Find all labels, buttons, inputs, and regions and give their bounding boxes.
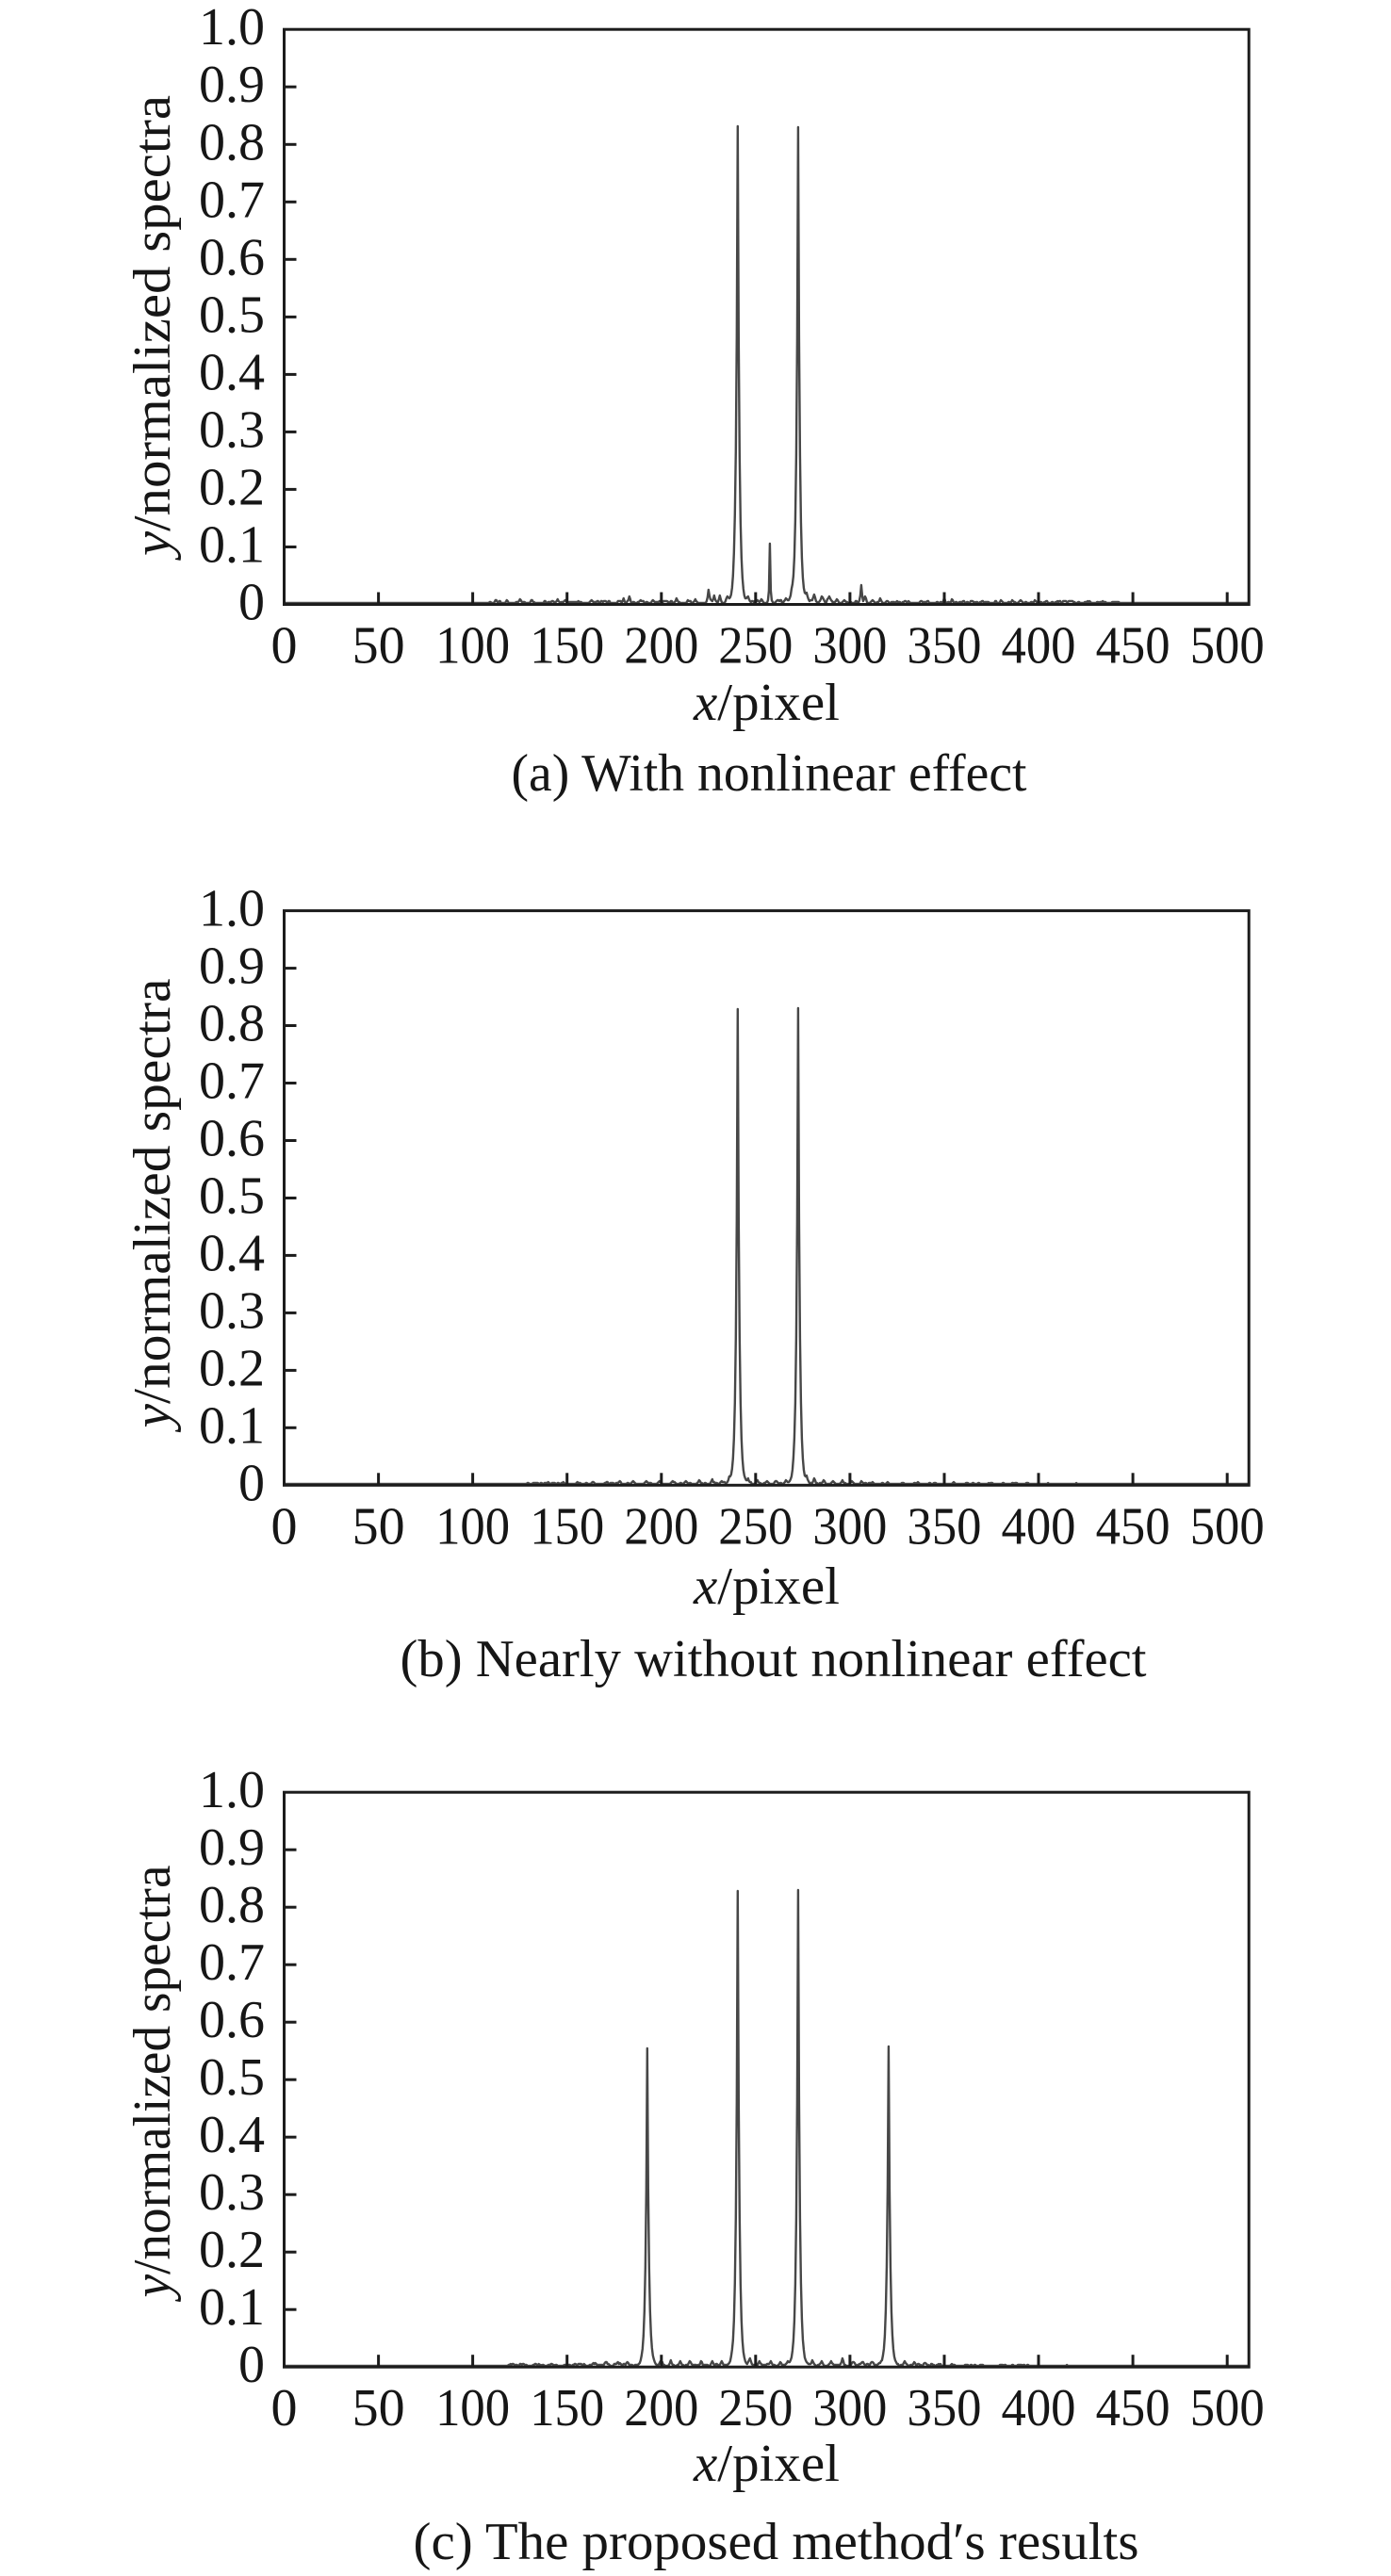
svg-text:(b) Nearly without nonlinear e: (b) Nearly without nonlinear effect [401,1630,1147,1688]
svg-text:0.2: 0.2 [199,1339,265,1397]
svg-text:1.0: 1.0 [199,0,265,57]
svg-text:400: 400 [1002,617,1076,676]
svg-text:200: 200 [624,2379,698,2437]
svg-text:0.9: 0.9 [199,937,265,996]
svg-text:200: 200 [624,1497,698,1556]
svg-text:0.5: 0.5 [199,1166,265,1225]
svg-text:150: 150 [530,617,604,676]
svg-text:(c) The proposed method′s resu: (c) The proposed method′s results [414,2513,1139,2571]
svg-text:0.4: 0.4 [199,1224,265,1282]
svg-text:100: 100 [435,617,510,676]
svg-text:x/pixel: x/pixel [693,674,840,732]
svg-text:0: 0 [271,1497,298,1556]
svg-text:0.1: 0.1 [199,1396,265,1455]
svg-text:100: 100 [435,1497,510,1556]
svg-text:y/normalized spectra: y/normalized spectra [123,95,182,561]
svg-text:0: 0 [271,2379,298,2437]
svg-text:0.1: 0.1 [199,2278,265,2337]
svg-text:0: 0 [271,617,298,676]
svg-text:0.3: 0.3 [199,2163,265,2222]
svg-text:200: 200 [624,617,698,676]
svg-text:300: 300 [812,617,887,676]
svg-text:0.7: 0.7 [199,171,265,229]
svg-text:350: 350 [908,617,982,676]
svg-text:50: 50 [352,1497,405,1556]
svg-text:0.2: 0.2 [199,2221,265,2279]
svg-text:(a) With nonlinear effect: (a) With nonlinear effect [512,744,1027,803]
svg-text:300: 300 [812,2379,887,2437]
svg-text:250: 250 [718,2379,793,2437]
svg-text:450: 450 [1096,1497,1170,1556]
svg-text:x/pixel: x/pixel [693,2435,840,2493]
svg-text:450: 450 [1096,617,1170,676]
svg-text:1.0: 1.0 [199,1761,265,1819]
svg-text:0.6: 0.6 [199,1109,265,1167]
svg-text:300: 300 [812,1497,887,1556]
svg-text:0.7: 0.7 [199,1052,265,1111]
svg-text:0.3: 0.3 [199,400,265,459]
svg-text:450: 450 [1096,2379,1170,2437]
svg-text:0: 0 [238,2336,265,2394]
svg-text:500: 500 [1190,617,1265,676]
svg-text:400: 400 [1002,2379,1076,2437]
svg-text:500: 500 [1190,2379,1265,2437]
svg-text:350: 350 [908,1497,982,1556]
svg-text:0.8: 0.8 [199,1876,265,1934]
svg-text:0.6: 0.6 [199,1991,265,2049]
svg-text:0.9: 0.9 [199,1818,265,1877]
svg-text:150: 150 [530,1497,604,1556]
svg-text:y/normalized spectra: y/normalized spectra [123,978,182,1432]
svg-text:350: 350 [908,2379,982,2437]
svg-text:0.9: 0.9 [199,56,265,114]
svg-text:0.5: 0.5 [199,2048,265,2107]
svg-text:100: 100 [435,2379,510,2437]
svg-text:250: 250 [718,617,793,676]
svg-text:50: 50 [352,2379,405,2437]
svg-text:0: 0 [238,1454,265,1512]
svg-text:400: 400 [1002,1497,1076,1556]
svg-text:1.0: 1.0 [199,880,265,938]
svg-text:0.4: 0.4 [199,2106,265,2164]
svg-text:0.1: 0.1 [199,515,265,574]
svg-text:0.8: 0.8 [199,113,265,171]
svg-text:150: 150 [530,2379,604,2437]
svg-text:0.3: 0.3 [199,1281,265,1340]
svg-text:0.8: 0.8 [199,995,265,1053]
svg-text:0: 0 [238,574,265,632]
svg-text:0.7: 0.7 [199,1933,265,1992]
svg-text:500: 500 [1190,1497,1265,1556]
svg-text:0.6: 0.6 [199,228,265,286]
svg-text:50: 50 [352,617,405,676]
svg-text:0.2: 0.2 [199,458,265,516]
svg-text:y/normalized spectra: y/normalized spectra [123,1865,182,2302]
svg-text:0.4: 0.4 [199,343,265,401]
svg-text:x/pixel: x/pixel [693,1557,840,1616]
svg-text:0.5: 0.5 [199,285,265,344]
svg-text:250: 250 [718,1497,793,1556]
